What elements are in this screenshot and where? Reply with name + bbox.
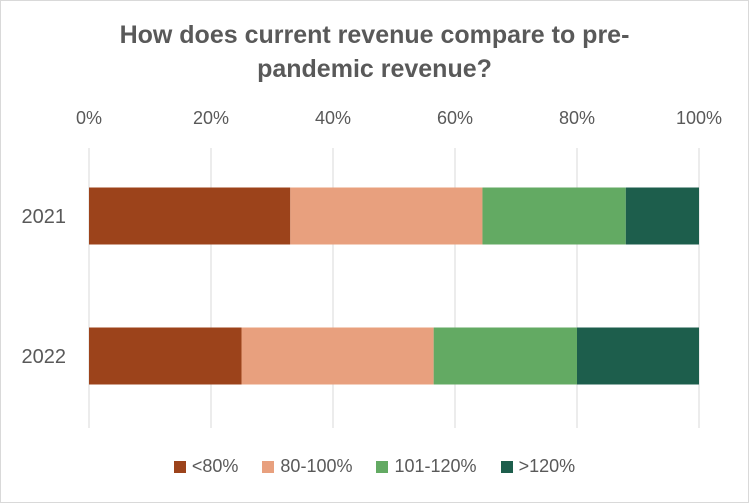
legend-swatch xyxy=(173,460,186,473)
legend-item: >120% xyxy=(500,456,576,477)
legend-swatch xyxy=(376,460,389,473)
bar-segment xyxy=(625,187,699,245)
category-label: 2021 xyxy=(22,206,67,228)
legend-swatch xyxy=(262,460,275,473)
chart-title-line-2: pandemic revenue? xyxy=(257,55,492,83)
x-tick-label: 80% xyxy=(559,108,595,128)
x-tick-label: 100% xyxy=(676,108,722,128)
legend-item: <80% xyxy=(173,456,239,477)
bar-segment xyxy=(241,327,434,385)
bar-segment xyxy=(577,327,699,385)
bar-segment xyxy=(482,187,626,245)
legend-label: >120% xyxy=(518,456,576,476)
legend-item: 80-100% xyxy=(262,456,352,477)
x-tick-label: 0% xyxy=(76,108,102,128)
chart-legend: <80% 80-100% 101-120% >120% xyxy=(0,456,749,477)
legend-label: <80% xyxy=(191,456,239,476)
bar-segment xyxy=(290,187,483,245)
legend-item: 101-120% xyxy=(376,456,477,477)
bar-segment xyxy=(433,327,577,385)
chart-title: How does current revenue compare to pre-… xyxy=(0,18,749,86)
bar-segment xyxy=(89,327,242,385)
bar-segment xyxy=(89,187,291,245)
x-tick-label: 20% xyxy=(193,108,229,128)
legend-label: 101-120% xyxy=(394,456,477,476)
x-tick-label: 40% xyxy=(315,108,351,128)
legend-label: 80-100% xyxy=(280,456,353,476)
chart-title-line-1: How does current revenue compare to pre- xyxy=(119,21,630,49)
legend-swatch xyxy=(500,460,513,473)
x-tick-label: 60% xyxy=(437,108,473,128)
category-label: 2022 xyxy=(22,346,67,368)
